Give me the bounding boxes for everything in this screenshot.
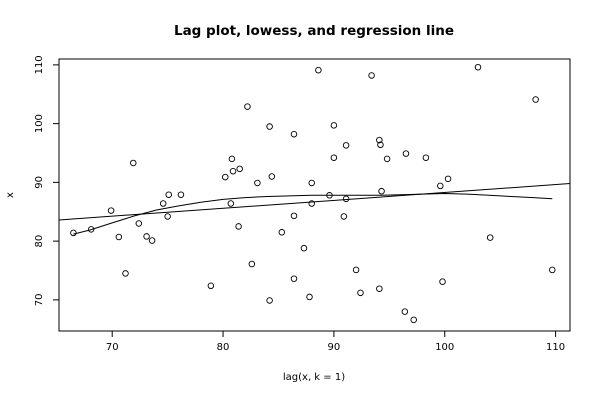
data-point	[549, 266, 556, 274]
y-tick-label: 70	[34, 293, 45, 306]
data-point	[165, 191, 172, 198]
data-point	[342, 142, 350, 149]
data-point	[378, 187, 385, 195]
x-axis: 70 80 90 100 110	[106, 330, 565, 353]
data-point	[143, 233, 150, 240]
data-point	[135, 220, 143, 227]
data-point	[376, 285, 383, 292]
data-point	[300, 244, 308, 252]
data-point	[122, 270, 129, 277]
data-point	[308, 179, 315, 187]
data-point	[340, 213, 348, 220]
data-point	[376, 136, 383, 144]
data-point	[410, 316, 417, 324]
data-point	[164, 213, 171, 220]
data-point	[236, 165, 243, 173]
data-point	[229, 167, 237, 175]
data-point	[315, 66, 322, 74]
data-point	[342, 195, 350, 203]
data-point	[227, 200, 235, 207]
x-tick-label: 80	[217, 342, 230, 353]
data-point	[290, 212, 298, 220]
data-point	[290, 275, 298, 282]
data-point	[532, 96, 539, 103]
x-axis-label: lag(x, k = 1)	[283, 372, 345, 383]
data-point	[207, 282, 215, 290]
x-tick-label: 100	[435, 342, 454, 353]
regression-line	[58, 183, 571, 221]
data-point	[368, 72, 375, 79]
data-point	[474, 63, 482, 71]
data-point	[115, 233, 123, 241]
data-point	[486, 234, 494, 241]
data-point	[330, 154, 338, 161]
data-point	[330, 122, 338, 129]
data-point	[357, 289, 364, 297]
y-axis-label: x	[5, 192, 16, 198]
data-point	[244, 103, 251, 110]
data-point	[70, 229, 77, 237]
data-point	[228, 155, 236, 163]
data-point	[437, 182, 444, 190]
y-axis: 70 80 90 100 110	[34, 55, 60, 306]
data-point	[177, 191, 185, 198]
y-tick-label: 100	[34, 114, 45, 133]
data-point	[402, 150, 410, 157]
data-point	[222, 173, 229, 181]
y-tick-label: 80	[34, 235, 45, 248]
data-point	[306, 293, 313, 301]
fit-lines	[58, 183, 571, 235]
data-point	[377, 141, 384, 149]
chart-title: Lag plot, lowess, and regression line	[174, 23, 454, 39]
data-point	[235, 223, 242, 230]
data-point	[130, 159, 137, 167]
x-tick-label: 70	[106, 342, 119, 353]
y-tick-label: 110	[34, 55, 45, 74]
data-point	[278, 229, 286, 236]
data-point	[444, 175, 452, 183]
data-point	[266, 123, 273, 130]
data-point	[290, 130, 298, 138]
data-point	[308, 200, 315, 207]
data-point	[254, 179, 261, 187]
data-point	[439, 278, 446, 285]
x-tick-label: 110	[546, 342, 565, 353]
x-tick-label: 90	[328, 342, 341, 353]
y-tick-label: 90	[34, 176, 45, 189]
data-point	[422, 154, 430, 161]
data-point	[326, 192, 333, 199]
data-point	[266, 297, 273, 304]
data-point	[159, 200, 167, 207]
lowess-line	[73, 192, 553, 235]
data-point	[268, 173, 276, 180]
data-point	[107, 207, 115, 214]
data-point	[87, 226, 95, 233]
data-point	[401, 308, 409, 315]
data-point	[248, 260, 256, 268]
data-point	[148, 237, 156, 244]
data-points	[70, 63, 556, 324]
data-point	[352, 266, 360, 274]
data-point	[383, 155, 391, 163]
